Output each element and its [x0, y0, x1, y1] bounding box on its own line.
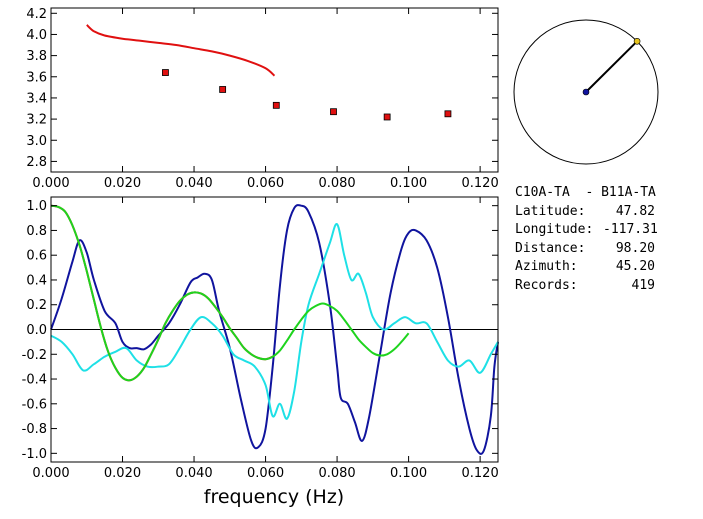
station-b-marker — [633, 37, 641, 45]
azimuth-compass — [513, 19, 659, 165]
x-tick-label: 0.060 — [247, 176, 284, 191]
x-tick-label: 0.120 — [462, 176, 499, 191]
info-row: Records: 419 — [515, 277, 656, 296]
top-chart: 0.000 0.020 0.040 0.060 0.080 0.100 0.120 2.8 3.… — [26, 7, 498, 191]
y-tick-label: 2.8 — [26, 155, 47, 170]
x-axis-label: frequency (Hz) — [204, 486, 344, 508]
y-tick-label: 4.2 — [26, 7, 47, 22]
y-tick-label: 3.6 — [26, 70, 47, 85]
top-chart-ticks: 0.000 0.020 0.040 0.060 0.080 0.100 0.120 2.8 3.… — [26, 7, 498, 191]
y-tick-label: 3.4 — [26, 91, 47, 106]
info-label: Distance: — [515, 240, 586, 256]
info-label: Latitude: — [515, 203, 586, 219]
y-tick-label: 0.6 — [26, 249, 47, 264]
station-info: C10A-TA - B11A-TA Latitude: 47.82 Longitud… — [515, 184, 658, 296]
y-tick-label: 0.2 — [26, 298, 47, 313]
y-tick-label: 0.0 — [26, 323, 47, 338]
x-tick-label: 0.020 — [104, 176, 141, 191]
series-line-3 — [50, 204, 410, 382]
info-row: Distance: 98.20 — [515, 240, 656, 259]
x-tick-label: 0.100 — [390, 466, 427, 481]
info-row: Longitude: -117.31 — [515, 221, 658, 240]
y-tick-label: 1.0 — [26, 199, 47, 214]
y-tick-label: 3.8 — [26, 49, 47, 64]
info-value: 419 — [631, 277, 655, 293]
bottom-chart-ticks: 0.000 0.020 0.040 0.060 0.080 0.100 0.120 1.0 0.… — [22, 197, 499, 481]
series-line-2 — [50, 204, 274, 382]
y-tick-label: -0.4 — [22, 373, 47, 388]
x-tick-label: 0.040 — [175, 176, 212, 191]
info-value: 47.82 — [615, 203, 655, 219]
x-tick-label: 0.000 — [32, 176, 69, 191]
data-point — [162, 69, 169, 76]
info-label: Longitude: — [515, 222, 594, 238]
y-tick-label: 4.0 — [26, 28, 47, 43]
info-label: Records: — [515, 277, 578, 293]
y-tick-label: -0.6 — [22, 397, 47, 412]
info-label: Azimuth: — [515, 259, 578, 275]
y-tick-label: 0.4 — [26, 273, 47, 288]
x-tick-label: 0.020 — [104, 466, 141, 481]
data-point — [219, 86, 227, 93]
x-tick-label: 0.120 — [462, 466, 499, 481]
y-tick-label: 3.2 — [26, 113, 47, 128]
compass-circle — [513, 19, 659, 165]
y-tick-label: -0.8 — [22, 422, 47, 437]
y-tick-label: -0.2 — [22, 348, 47, 363]
x-tick-label: 0.080 — [318, 466, 355, 481]
x-tick-label: 0.100 — [390, 176, 427, 191]
info-value: 45.20 — [615, 259, 655, 275]
station-a-marker — [582, 88, 590, 96]
data-point — [272, 101, 280, 109]
x-tick-label: 0.080 — [318, 176, 355, 191]
info-row: Latitude: 47.82 — [515, 203, 656, 222]
top-chart-frame — [50, 7, 499, 173]
top-chart-series — [86, 24, 452, 121]
data-point — [383, 113, 391, 121]
info-value: 98.20 — [615, 240, 655, 256]
y-tick-label: -1.0 — [22, 447, 47, 462]
x-tick-label: 0.060 — [247, 466, 284, 481]
info-value: -117.31 — [603, 222, 658, 238]
station-pair: C10A-TA - B11A-TA — [515, 185, 656, 200]
series-line-0 — [50, 204, 499, 455]
info-row: Azimuth: 45.20 — [515, 258, 656, 277]
y-tick-label: 3.0 — [26, 134, 47, 149]
data-point — [330, 108, 337, 116]
bottom-chart-series — [50, 204, 499, 455]
data-point — [444, 110, 452, 118]
x-tick-label: 0.000 — [32, 466, 69, 481]
azimuth-line — [585, 40, 638, 93]
bottom-chart: 0.000 0.020 0.040 0.060 0.080 0.100 0.120 1.0 0.… — [22, 196, 499, 508]
series-line-0 — [86, 24, 276, 77]
series-line-1 — [50, 223, 499, 420]
x-tick-label: 0.040 — [175, 466, 212, 481]
y-tick-label: 0.8 — [26, 224, 47, 239]
